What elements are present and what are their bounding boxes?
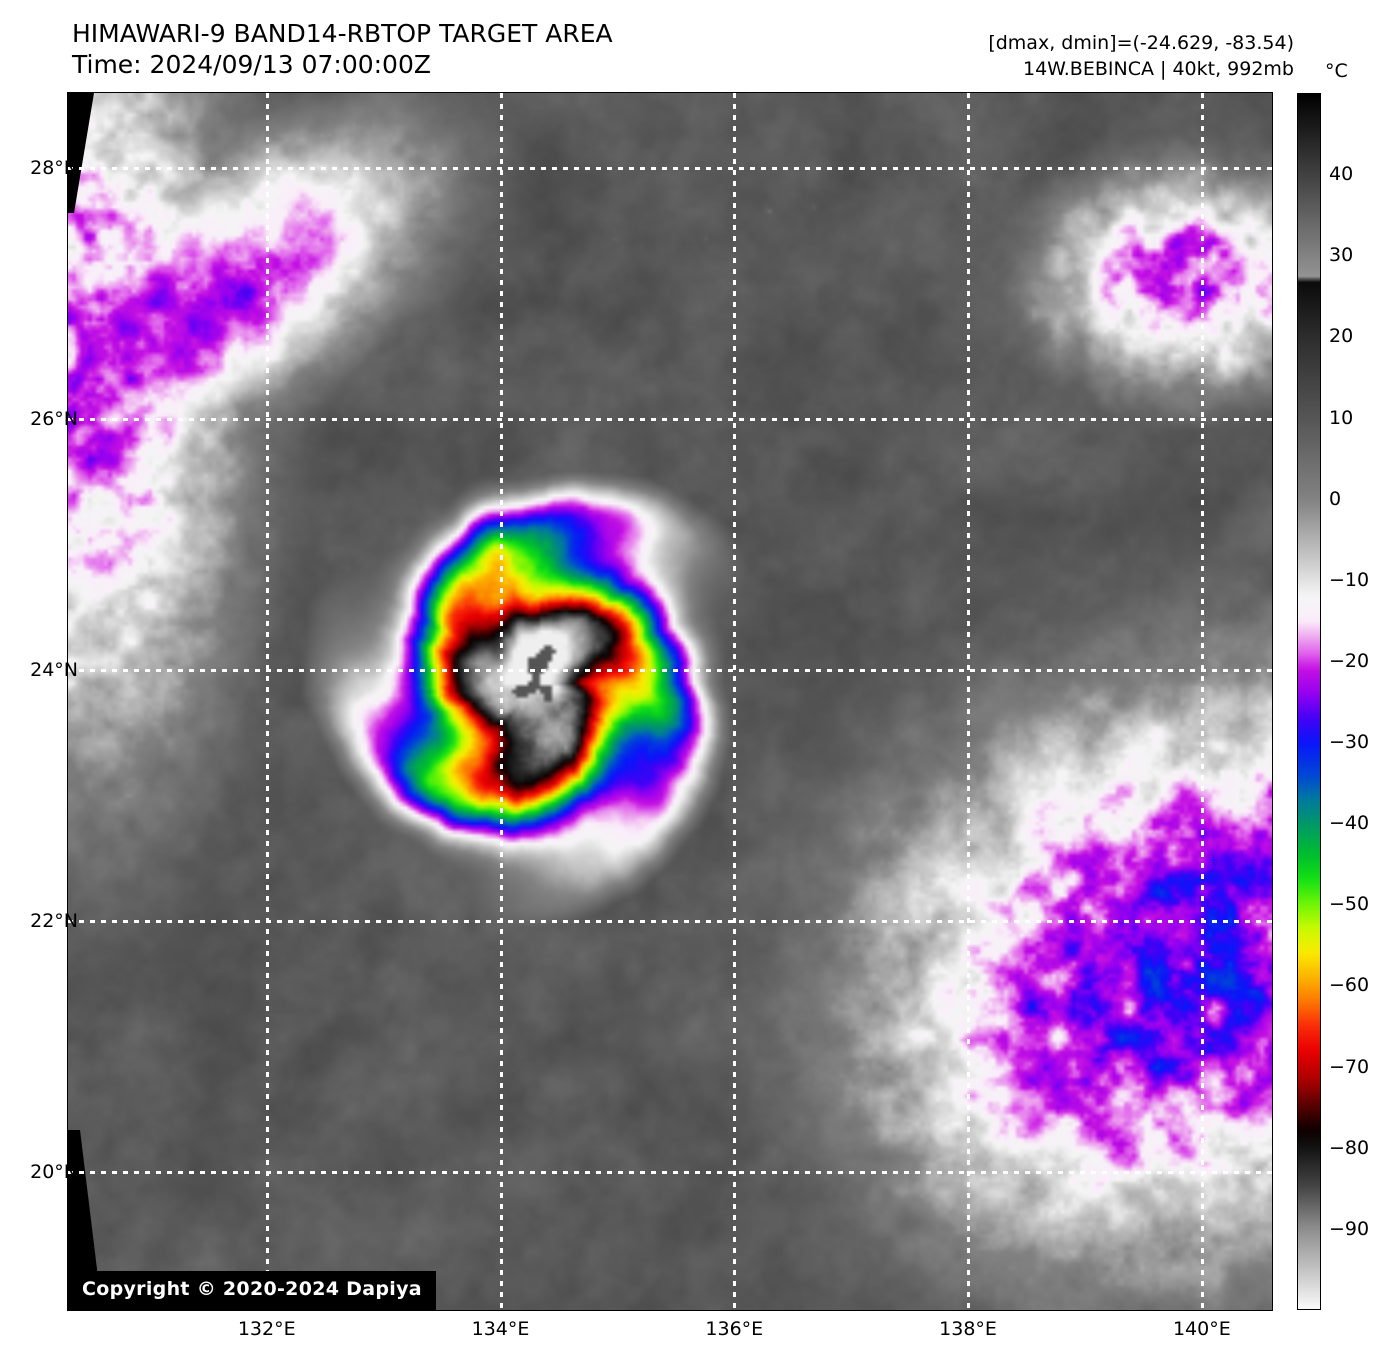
colorbar-tick-0: 0 — [1329, 487, 1342, 510]
colorbar-tick--20: −20 — [1329, 649, 1370, 672]
y-axis-tick-22: 22°N — [30, 910, 78, 933]
colorbar-tick--10: −10 — [1329, 568, 1370, 591]
data-range-label: [dmax, dmin]=(-24.629, -83.54) — [988, 32, 1294, 54]
colorbar-tick-30: 30 — [1329, 244, 1354, 267]
colorbar-tick--50: −50 — [1329, 893, 1370, 916]
colorbar-tick--60: −60 — [1329, 974, 1370, 997]
satellite-raster — [68, 93, 1272, 1310]
satellite-imagery — [68, 93, 1272, 1310]
y-axis-tick-20: 20°N — [30, 1160, 78, 1183]
colorbar[interactable] — [1297, 93, 1321, 1310]
copyright-label: Copyright © 2020-2024 Dapiya — [68, 1271, 436, 1310]
timestamp-label: Time: 2024/09/13 07:00:00Z — [72, 50, 431, 79]
satellite-image-panel[interactable]: Copyright © 2020-2024 Dapiya — [68, 93, 1272, 1310]
colorbar-unit-label: °C — [1325, 60, 1348, 82]
metadata-block: [dmax, dmin]=(-24.629, -83.54) 14W.BEBIN… — [988, 30, 1294, 82]
colorbar-tick-20: 20 — [1329, 325, 1354, 348]
colorbar-gradient — [1298, 94, 1320, 1309]
colorbar-tick--30: −30 — [1329, 731, 1370, 754]
page-title: HIMAWARI-9 BAND14-RBTOP TARGET AREA — [72, 19, 613, 48]
x-axis-tick-138: 138°E — [939, 1318, 997, 1340]
colorbar-tick--70: −70 — [1329, 1055, 1370, 1078]
colorbar-tick-10: 10 — [1329, 406, 1354, 429]
title-block: HIMAWARI-9 BAND14-RBTOP TARGET AREA Time… — [72, 18, 613, 80]
storm-info-label: 14W.BEBINCA | 40kt, 992mb — [1022, 58, 1294, 80]
x-axis-tick-136: 136°E — [705, 1318, 764, 1340]
x-axis-tick-132: 132°E — [237, 1318, 296, 1340]
colorbar-tick--80: −80 — [1329, 1136, 1370, 1159]
y-axis-tick-28: 28°N — [30, 157, 78, 180]
colorbar-tick--40: −40 — [1329, 812, 1370, 835]
x-axis-tick-140: 140°E — [1172, 1318, 1231, 1340]
colorbar-tick-40: 40 — [1329, 163, 1354, 186]
y-axis-tick-24: 24°N — [30, 659, 78, 682]
y-axis-tick-26: 26°N — [30, 408, 78, 431]
x-axis-tick-134: 134°E — [471, 1318, 530, 1340]
colorbar-tick--90: −90 — [1329, 1217, 1370, 1240]
